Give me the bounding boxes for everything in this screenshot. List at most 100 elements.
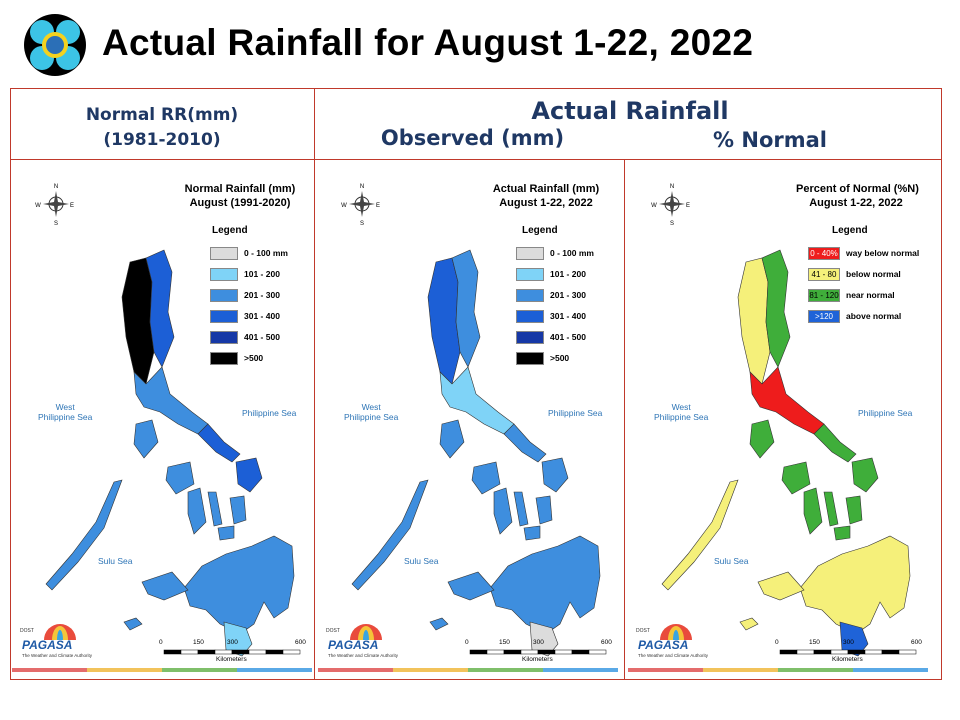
- scale-unit: Kilometers: [216, 656, 247, 663]
- compass-e-label: E: [686, 203, 690, 209]
- sea-label-west: West Philippine Sea: [654, 402, 708, 422]
- table-frame: [10, 88, 942, 680]
- compass-icon: N S E W: [651, 184, 690, 227]
- sea-label-west-line: West: [361, 402, 381, 412]
- normal-header-line1: Normal RR(mm): [85, 105, 239, 125]
- compass-e-label: E: [70, 203, 74, 209]
- panel-title: Normal Rainfall (mm) August (1991-2020): [180, 182, 300, 210]
- panel-title-line: Percent of Normal (%N): [796, 183, 919, 195]
- panel-title-line: August 1-22, 2022: [499, 197, 593, 209]
- compass-icon: N S E W: [35, 184, 74, 227]
- luzon-north-west: [121, 257, 155, 385]
- legend-swatch: [210, 330, 238, 344]
- pagasa-tagline: The Weather and Climate Authority: [638, 653, 708, 658]
- legend-item: >500: [516, 351, 569, 365]
- observed-header: Observed (mm): [380, 126, 565, 150]
- pagasa-logo: DOST PAGASA The Weather and Climate Author…: [16, 622, 92, 664]
- scale-bar: [469, 649, 607, 655]
- sulu-islands: [123, 617, 143, 631]
- mindoro: [439, 419, 465, 459]
- legend-item: 201 - 300: [516, 288, 586, 302]
- sea-label-west-line: Philippine Sea: [344, 412, 399, 422]
- legend-item: 301 - 400: [516, 309, 586, 323]
- pagasa-top-text: DOST: [326, 628, 340, 634]
- visayas-panay: [781, 461, 811, 495]
- legend-swatch: [210, 309, 238, 323]
- pagasa-logo: DOST PAGASA The Weather and Climate Author…: [632, 622, 708, 664]
- legend-swatch: 0 - 40%: [808, 246, 840, 260]
- visayas-panay: [471, 461, 501, 495]
- visayas-leyte: [845, 495, 863, 525]
- pagasa-name: PAGASA: [638, 638, 689, 652]
- percent-normal-map-panel: N S E W Percent of Normal (%N) August 1-22, 2…: [628, 162, 928, 690]
- column-divider-2: [624, 159, 625, 680]
- scale-unit: Kilometers: [522, 656, 553, 663]
- legend-item: 101 - 200: [210, 267, 280, 281]
- umbrella-icon: [44, 624, 76, 640]
- visayas-negros: [803, 487, 823, 535]
- umbrella-icon: [350, 624, 382, 640]
- normal-header-line2: (1981-2010): [103, 130, 221, 150]
- legend-item: >500: [210, 351, 263, 365]
- luzon-north-west: [427, 257, 461, 385]
- sea-label-sulu: Sulu Sea: [98, 556, 133, 566]
- sea-label-west-line: West: [55, 402, 75, 412]
- legend-swatch: [516, 330, 544, 344]
- legend-title: Legend: [522, 225, 558, 236]
- legend-label: 0 - 100 mm: [550, 248, 594, 258]
- compass-w-label: W: [341, 203, 347, 209]
- footer-color-bar: [12, 668, 312, 672]
- footer-color-bar: [318, 668, 618, 672]
- mindanao-main: [799, 535, 911, 635]
- scale-tick: 0: [465, 639, 469, 646]
- footer-color-segment: [778, 668, 853, 672]
- legend-label: 401 - 500: [550, 332, 586, 342]
- luzon-north-west: [737, 257, 771, 385]
- footer-color-segment: [703, 668, 778, 672]
- pagasa-name: PAGASA: [22, 638, 73, 652]
- legend-swatch: 81 - 120: [808, 288, 840, 302]
- bicol: [813, 423, 857, 463]
- footer-color-segment: [628, 668, 703, 672]
- legend-swatch: [210, 351, 238, 365]
- actual-rainfall-map-panel: N S E W Actual Rainfall (mm) August 1-22, 202…: [318, 162, 618, 690]
- sea-label-west-line: Philippine Sea: [654, 412, 709, 422]
- compass-w-label: W: [651, 203, 657, 209]
- legend-label: >500: [244, 353, 264, 363]
- legend-label: above normal: [846, 311, 902, 321]
- compass-w-label: W: [35, 203, 41, 209]
- legend-label: >500: [550, 353, 570, 363]
- legend-label: 401 - 500: [244, 332, 280, 342]
- scale-tick: 150: [809, 639, 820, 646]
- scale-tick: 600: [295, 639, 306, 646]
- legend-label: 0 - 100 mm: [244, 248, 288, 258]
- compass-s-label: S: [670, 221, 674, 227]
- visayas-leyte: [229, 495, 247, 525]
- sea-label-east: Philippine Sea: [242, 408, 297, 418]
- actual-header: Actual Rainfall: [531, 97, 729, 125]
- legend-title: Legend: [212, 225, 248, 236]
- compass-n-label: N: [360, 184, 364, 190]
- legend-swatch: [210, 267, 238, 281]
- bicol: [197, 423, 241, 463]
- visayas-cebu: [823, 491, 839, 527]
- visayas-cebu: [513, 491, 529, 527]
- scale-bar: [779, 649, 917, 655]
- legend-label: 301 - 400: [550, 311, 586, 321]
- palawan: [661, 479, 739, 591]
- visayas-samar: [851, 457, 879, 493]
- legend-swatch: [516, 246, 544, 260]
- sea-label-west-line: Philippine Sea: [38, 412, 93, 422]
- legend-label: 201 - 300: [244, 290, 280, 300]
- umbrella-icon: [660, 624, 692, 640]
- scale-tick: 0: [159, 639, 163, 646]
- luzon-north-east: [145, 249, 175, 368]
- scale-bar: [163, 649, 301, 655]
- column-divider-1: [314, 88, 315, 680]
- legend-item: 401 - 500: [210, 330, 280, 344]
- scale-tick: 600: [601, 639, 612, 646]
- legend-title: Legend: [832, 225, 868, 236]
- zamboanga: [757, 571, 805, 601]
- visayas-leyte: [535, 495, 553, 525]
- legend-label: way below normal: [846, 248, 920, 258]
